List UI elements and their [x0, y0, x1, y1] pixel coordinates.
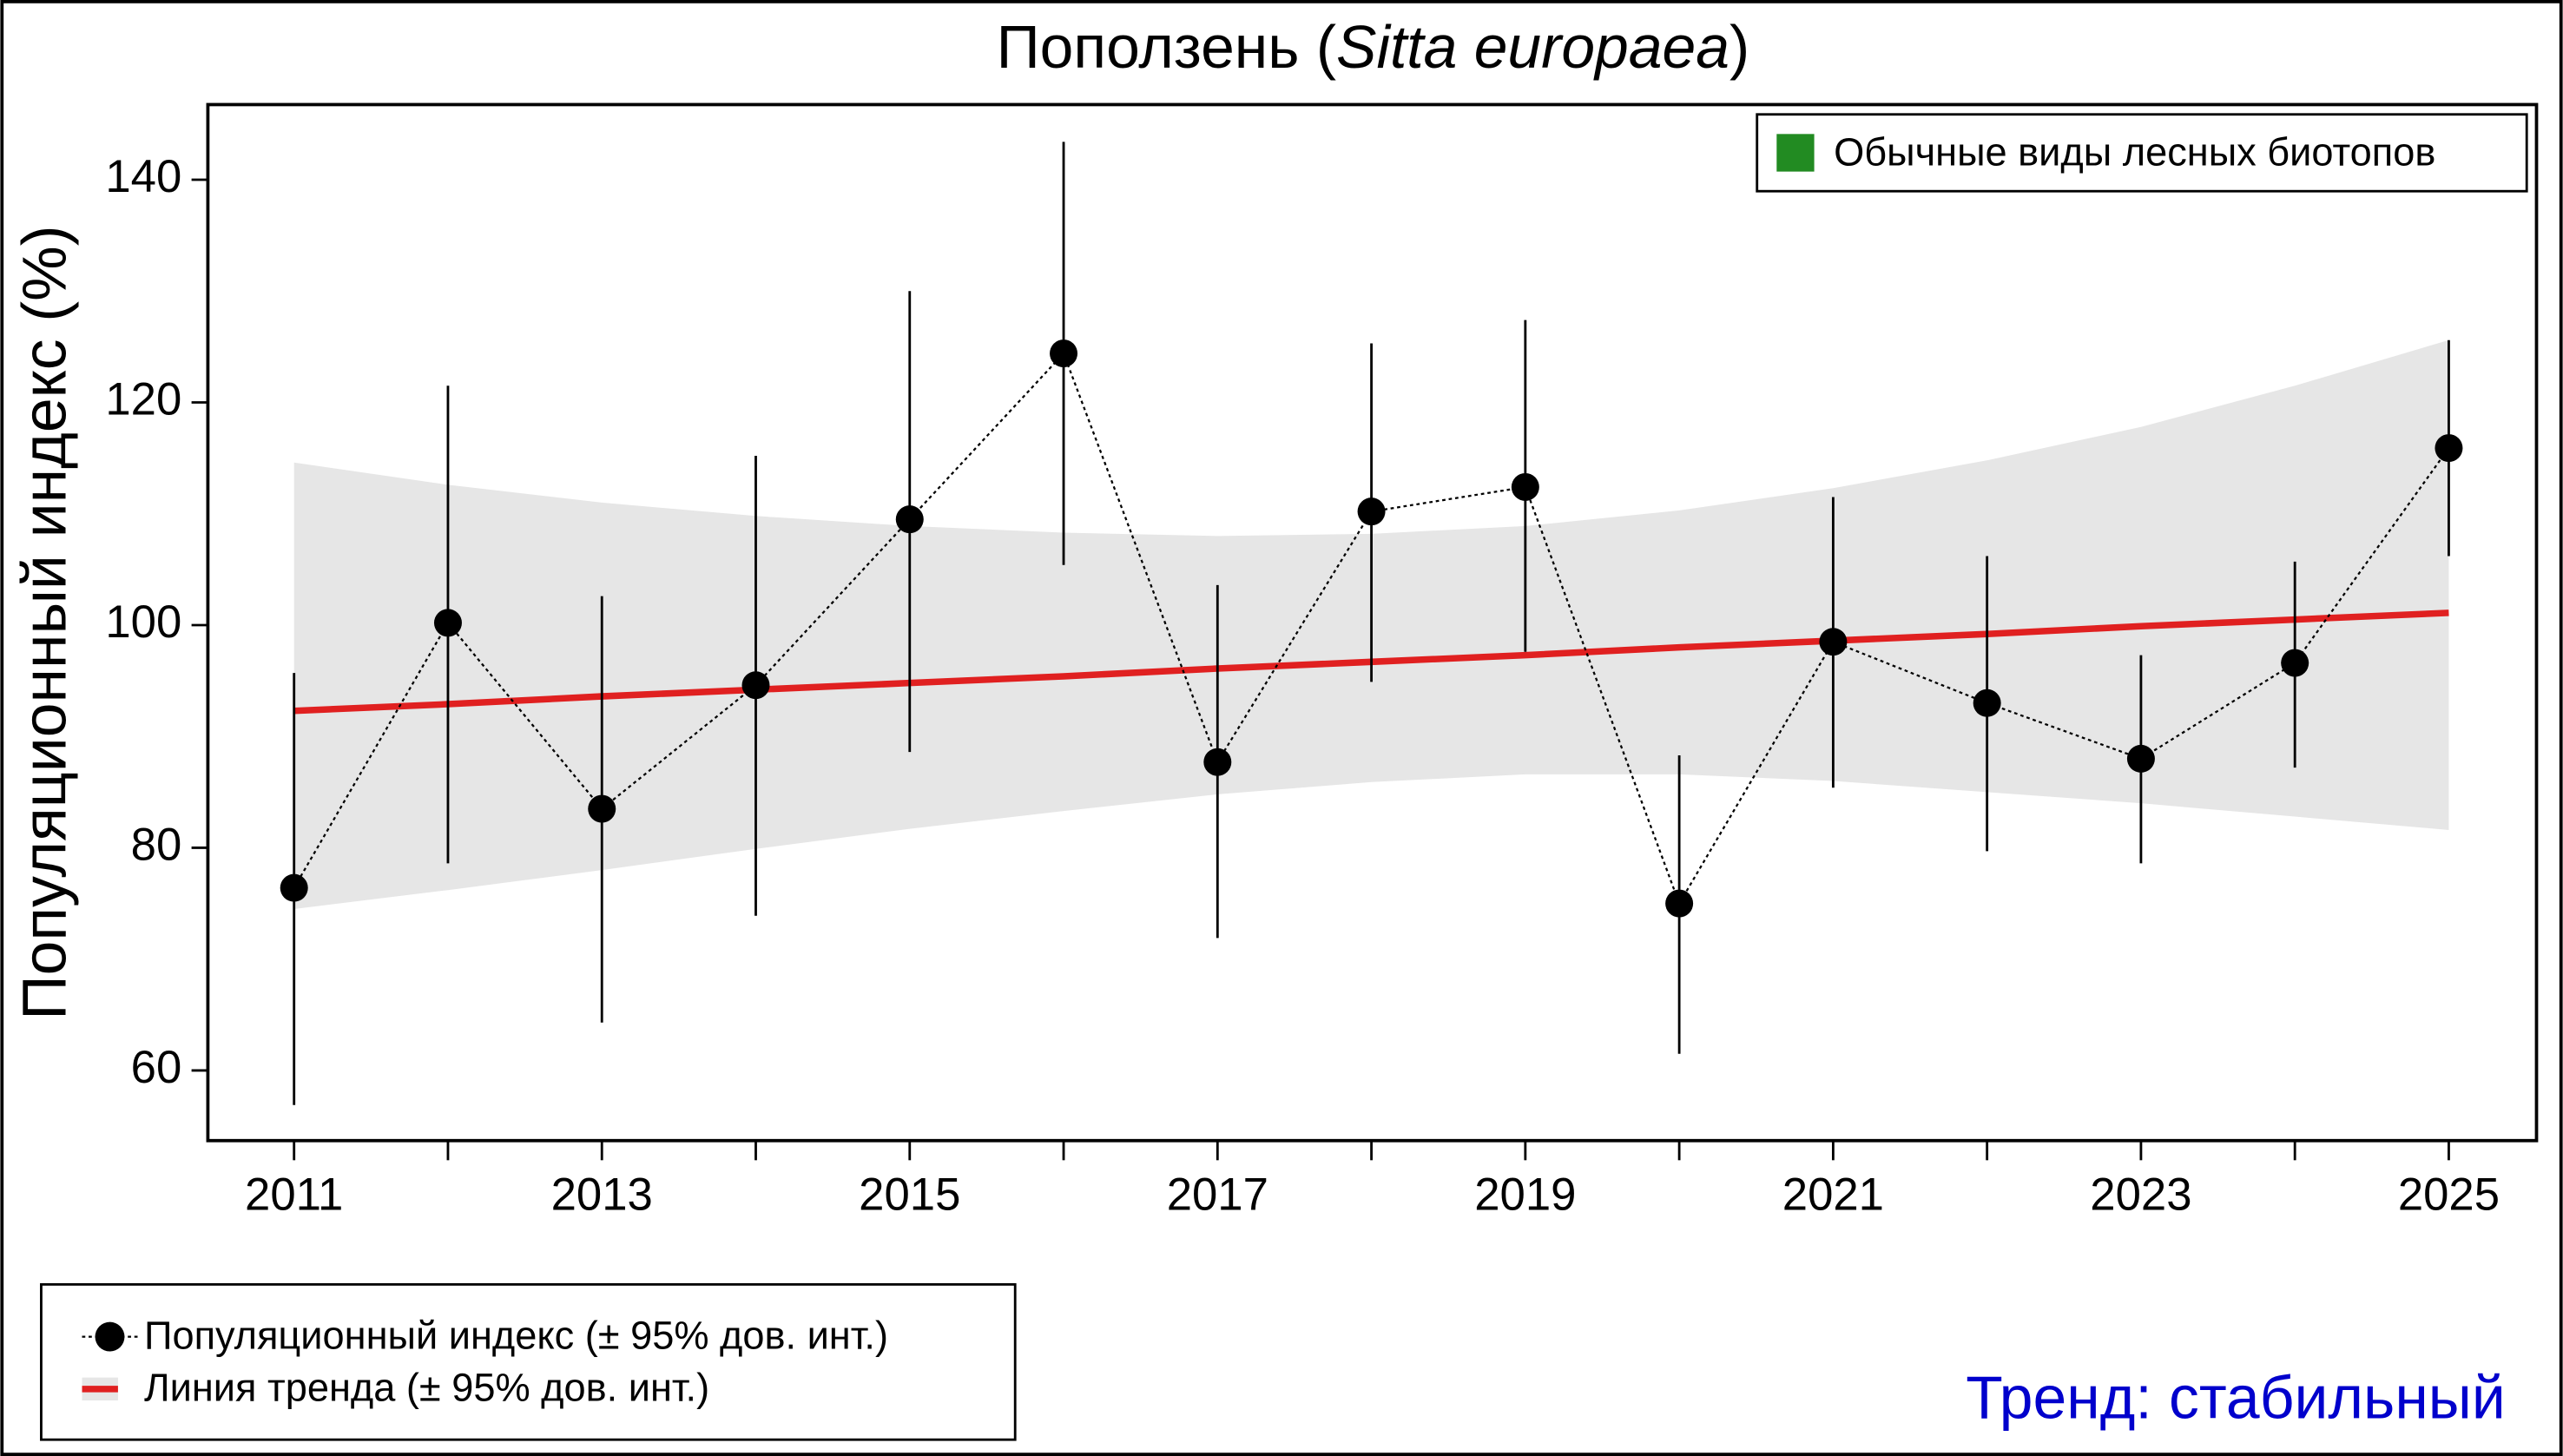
- index-point: [433, 609, 462, 637]
- x-tick-label: 2021: [1782, 1169, 1884, 1221]
- title-part: ): [1730, 14, 1749, 82]
- x-tick-label: 2011: [245, 1169, 343, 1221]
- y-tick-label: 140: [105, 151, 181, 202]
- title-part: Sitta europaea: [1336, 14, 1730, 82]
- y-tick-label: 100: [105, 596, 181, 648]
- group-legend-swatch: [1776, 134, 1815, 172]
- index-point: [2126, 744, 2155, 773]
- index-point: [1973, 688, 2001, 717]
- x-tick-label: 2019: [1474, 1169, 1576, 1221]
- index-point: [588, 794, 616, 823]
- x-tick-label: 2015: [859, 1169, 960, 1221]
- legend-label: Популяционный индекс (± 95% дов. инт.): [144, 1313, 888, 1357]
- y-axis-label: Популяционный индекс (%): [10, 225, 80, 1019]
- x-tick-label: 2023: [2090, 1169, 2191, 1221]
- group-legend-box: [1756, 113, 2528, 193]
- x-tick-label: 2017: [1167, 1169, 1268, 1221]
- x-tick-label: 2013: [551, 1169, 653, 1221]
- legend-label: Линия тренда (± 95% дов. инт.): [144, 1366, 709, 1410]
- x-tick-label: 2025: [2398, 1169, 2500, 1221]
- index-point: [2281, 649, 2309, 677]
- trend-text: Тренд: стабильный: [1966, 1363, 2506, 1431]
- legend-box: [40, 1282, 1017, 1441]
- index-point: [1511, 472, 1539, 501]
- index-point: [1357, 497, 1386, 526]
- index-point: [1050, 339, 1078, 368]
- index-point: [741, 671, 770, 700]
- index-point: [1665, 889, 1694, 918]
- chart-title: Поползень (Sitta europaea): [997, 14, 1750, 82]
- y-tick-label: 80: [131, 819, 182, 870]
- index-point: [895, 505, 924, 534]
- legend-index-marker: [95, 1321, 125, 1352]
- title-part: Поползень (: [997, 14, 1336, 82]
- y-tick-label: 120: [105, 373, 181, 425]
- plot-area: [280, 142, 2463, 1105]
- y-tick-label: 60: [131, 1042, 182, 1093]
- group-legend-label: Обычные виды лесных биотопов: [1834, 130, 2435, 175]
- index-point: [2435, 434, 2463, 463]
- index-point: [280, 873, 308, 902]
- index-point: [1203, 748, 1232, 776]
- index-point: [1819, 628, 1848, 656]
